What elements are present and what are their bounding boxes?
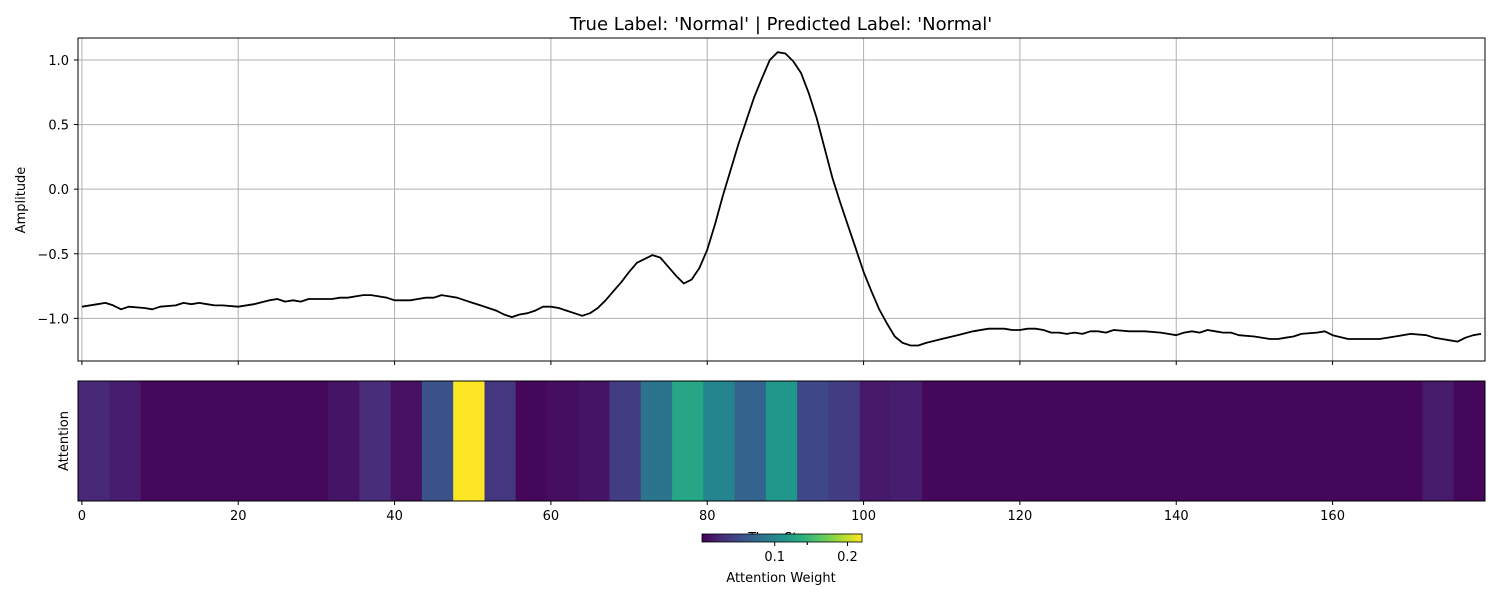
- chart-title: True Label: 'Normal' | Predicted Label: …: [569, 14, 992, 35]
- y-tick-label: 0.0: [48, 183, 69, 198]
- attention-cell: [390, 381, 423, 501]
- colorbar-ticks: 0.1 0.2: [764, 542, 858, 565]
- attention-axis-label: Attention: [57, 411, 72, 471]
- attention-cell: [484, 381, 517, 501]
- top-x-axis-ticks: [81, 361, 1334, 365]
- attention-cell: [140, 381, 329, 501]
- attention-cell: [453, 381, 485, 501]
- y-tick-label: −0.5: [37, 248, 69, 263]
- x-axis-ticks: 0 20 40 60 80 100 120 140 160: [78, 501, 1345, 524]
- attention-cell: [828, 381, 861, 501]
- attention-heatmap: [78, 381, 1486, 501]
- attention-plot-frame: [77, 380, 1486, 502]
- attention-cell: [703, 381, 736, 501]
- y-tick-label: −1.0: [37, 312, 69, 327]
- attention-cell: [1422, 381, 1455, 501]
- attention-cell: [515, 381, 548, 501]
- attention-cell: [547, 381, 579, 501]
- signal-plot-frame: [77, 37, 1486, 362]
- attention-cell: [78, 381, 110, 501]
- x-tick-label: 20: [230, 509, 247, 524]
- x-tick-label: 100: [851, 509, 876, 524]
- y-axis-ticks: 1.0 0.5 0.0 −0.5 −1.0: [37, 54, 78, 327]
- colorbar-tick-label: 0.1: [764, 550, 785, 565]
- attention-cell: [328, 381, 360, 501]
- attention-cell: [578, 381, 611, 501]
- y-axis-label: Amplitude: [14, 167, 29, 234]
- colorbar-gradient: [701, 533, 863, 543]
- attention-cell: [797, 381, 829, 501]
- attention-cell: [421, 381, 454, 501]
- attention-cell: [734, 381, 767, 501]
- y-tick-label: 0.5: [48, 119, 69, 134]
- x-tick-label: 0: [78, 509, 86, 524]
- attention-cell: [672, 381, 704, 501]
- colorbar: 0.1 0.2 Attention Weight: [701, 533, 863, 586]
- attention-cell: [109, 381, 142, 501]
- y-tick-label: 1.0: [48, 54, 69, 69]
- x-tick-label: 160: [1320, 509, 1345, 524]
- attention-cell: [890, 381, 923, 501]
- attention-cell: [859, 381, 892, 501]
- attention-cell: [922, 381, 1423, 501]
- signal-panel: True Label: 'Normal' | Predicted Label: …: [14, 14, 1486, 365]
- attention-cell: [609, 381, 642, 501]
- x-tick-label: 60: [543, 509, 560, 524]
- x-tick-label: 80: [699, 509, 716, 524]
- x-tick-label: 140: [1164, 509, 1189, 524]
- colorbar-label: Attention Weight: [726, 571, 835, 586]
- attention-cell: [359, 381, 392, 501]
- x-tick-label: 120: [1007, 509, 1032, 524]
- signal-grid: [78, 38, 1485, 361]
- signal-line: [81, 51, 1482, 347]
- attention-cell: [765, 381, 798, 501]
- colorbar-tick-label: 0.2: [837, 550, 858, 565]
- x-tick-label: 40: [386, 509, 403, 524]
- attention-cell: [640, 381, 673, 501]
- attention-cell: [1453, 381, 1486, 501]
